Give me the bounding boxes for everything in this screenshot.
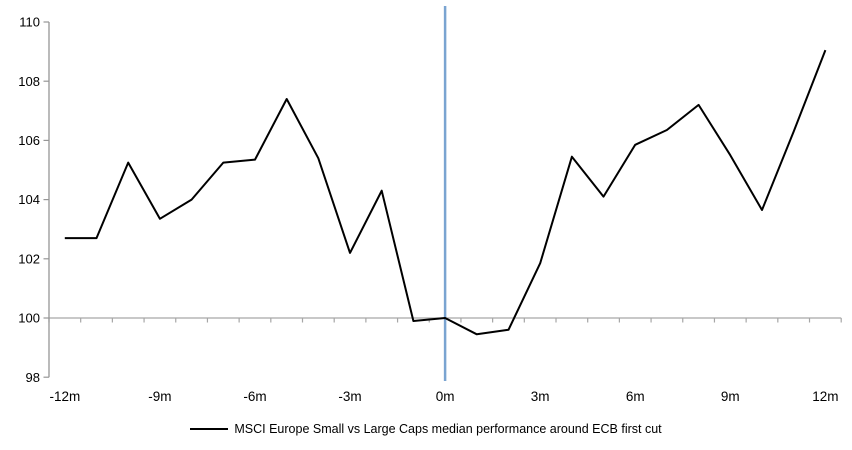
x-tick-label: -3m xyxy=(338,389,361,404)
y-tick-label: 104 xyxy=(18,192,40,207)
x-tick-label: -6m xyxy=(243,389,266,404)
y-tick-label: 100 xyxy=(18,311,40,326)
x-tick-label: -9m xyxy=(148,389,171,404)
legend-label: MSCI Europe Small vs Large Caps median p… xyxy=(234,422,662,436)
y-tick-label: 106 xyxy=(18,133,40,148)
series-line xyxy=(64,49,827,336)
legend-line-swatch xyxy=(190,428,229,430)
x-tick-label: -12m xyxy=(49,389,80,404)
y-tick-label: 108 xyxy=(18,74,40,89)
y-tick-label: 102 xyxy=(18,251,40,266)
x-tick-label: 0m xyxy=(436,389,455,404)
x-tick-label: 9m xyxy=(721,389,740,404)
y-tick-label: 98 xyxy=(26,370,40,385)
x-tick-label: 3m xyxy=(531,389,550,404)
x-tick-label: 6m xyxy=(626,389,645,404)
y-tick-label: 110 xyxy=(19,15,40,30)
legend: MSCI Europe Small vs Large Caps median p… xyxy=(0,420,852,438)
x-tick-label: 12m xyxy=(812,389,838,404)
